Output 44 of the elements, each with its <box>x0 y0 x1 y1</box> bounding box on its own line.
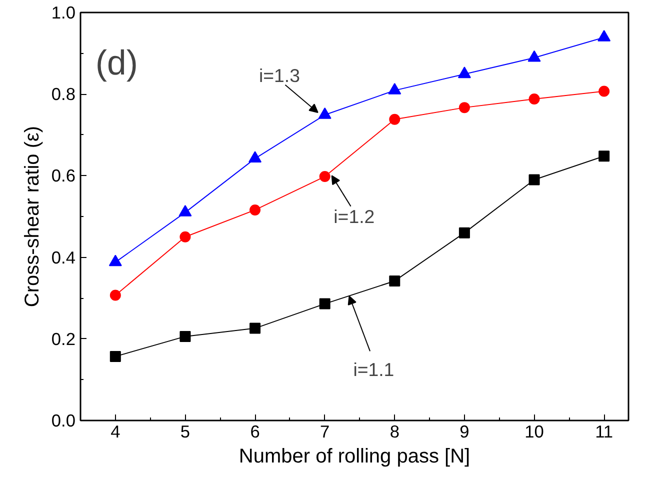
point <box>180 330 191 342</box>
annotation: (d) <box>96 44 138 82</box>
point <box>388 83 402 94</box>
y-tick-label: 0.8 <box>51 84 76 104</box>
point <box>319 298 330 310</box>
point <box>528 50 541 62</box>
y-tick-label: 0.6 <box>51 166 76 186</box>
point <box>458 102 470 114</box>
point <box>389 275 400 286</box>
x-tick-label: 8 <box>390 422 400 442</box>
point <box>528 94 540 104</box>
x-tick-label: 7 <box>320 422 330 442</box>
point <box>250 322 261 334</box>
y-axis-title: Cross-shear ratio (ε) <box>21 126 44 308</box>
y-tick-label: 1.0 <box>51 2 76 22</box>
x-tick-label: 9 <box>460 422 470 442</box>
point <box>248 151 262 163</box>
x-tick-label: 6 <box>250 422 260 442</box>
point <box>528 174 540 186</box>
point <box>110 350 121 362</box>
y-tick-label: 0.2 <box>51 328 76 349</box>
annotation: i=1.2 <box>334 206 375 227</box>
point <box>178 204 192 216</box>
point <box>180 231 191 242</box>
point <box>110 290 121 301</box>
point <box>318 107 332 119</box>
point <box>250 204 261 216</box>
point <box>598 86 610 97</box>
point <box>598 30 611 42</box>
annotation: i=1.3 <box>258 65 300 86</box>
point <box>458 227 470 238</box>
point <box>458 66 471 78</box>
annotation: i=1.1 <box>353 359 394 380</box>
x-tick-label: 4 <box>110 422 121 442</box>
point <box>598 150 610 162</box>
x-tick-label: 5 <box>180 422 190 442</box>
x-tick-label: 11 <box>595 422 614 442</box>
x-tick-label: 10 <box>524 422 544 442</box>
y-tick-label: 0.0 <box>51 410 76 430</box>
y-tick-label: 0.4 <box>51 247 76 268</box>
point <box>108 254 122 266</box>
point <box>389 114 400 125</box>
point <box>319 171 330 182</box>
x-axis-title: Number of rolling pass [N] <box>238 446 470 468</box>
